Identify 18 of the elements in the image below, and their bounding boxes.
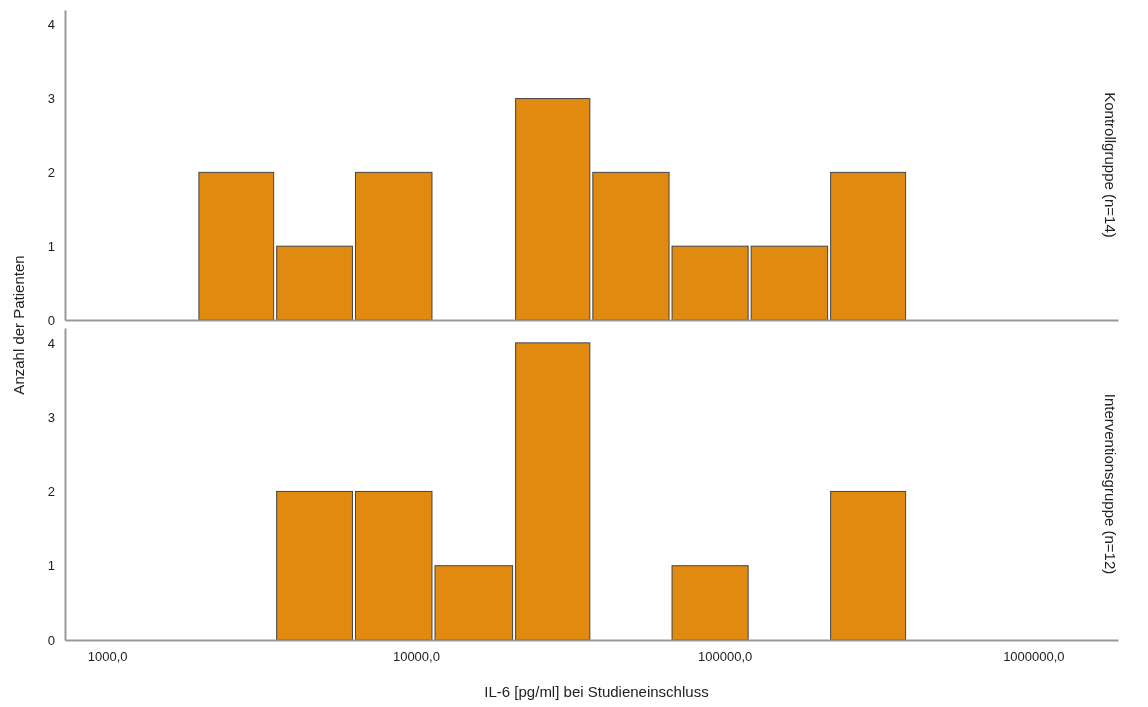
- x-axis-title: IL-6 [pg/ml] bei Studieneinschluss: [484, 683, 709, 700]
- y-tick-label: 2: [47, 165, 55, 181]
- text: Interventionsgruppe (n=12): [1102, 393, 1119, 575]
- text: Kontrollgruppe (n=14): [1102, 92, 1119, 238]
- y-tick-label: 2: [47, 484, 55, 500]
- y-tick-label: 3: [47, 91, 55, 107]
- y-tick-label: 0: [47, 312, 55, 328]
- x-tick-label: 1000,0: [87, 649, 128, 665]
- x-tick-label: 100000,0: [698, 649, 753, 665]
- y-tick-label: 4: [47, 335, 55, 351]
- y-tick-label: 4: [47, 17, 55, 33]
- y-tick-label: 3: [47, 409, 55, 425]
- x-tick-label: 1000000,0: [1003, 649, 1065, 665]
- y-tick-label: 1: [47, 558, 55, 574]
- y-tick-label: 1: [47, 238, 55, 254]
- y-axis-title: Anzahl der Patienten: [10, 255, 27, 395]
- y-tick-label: 0: [47, 632, 55, 648]
- x-tick-label: 10000,0: [392, 649, 440, 665]
